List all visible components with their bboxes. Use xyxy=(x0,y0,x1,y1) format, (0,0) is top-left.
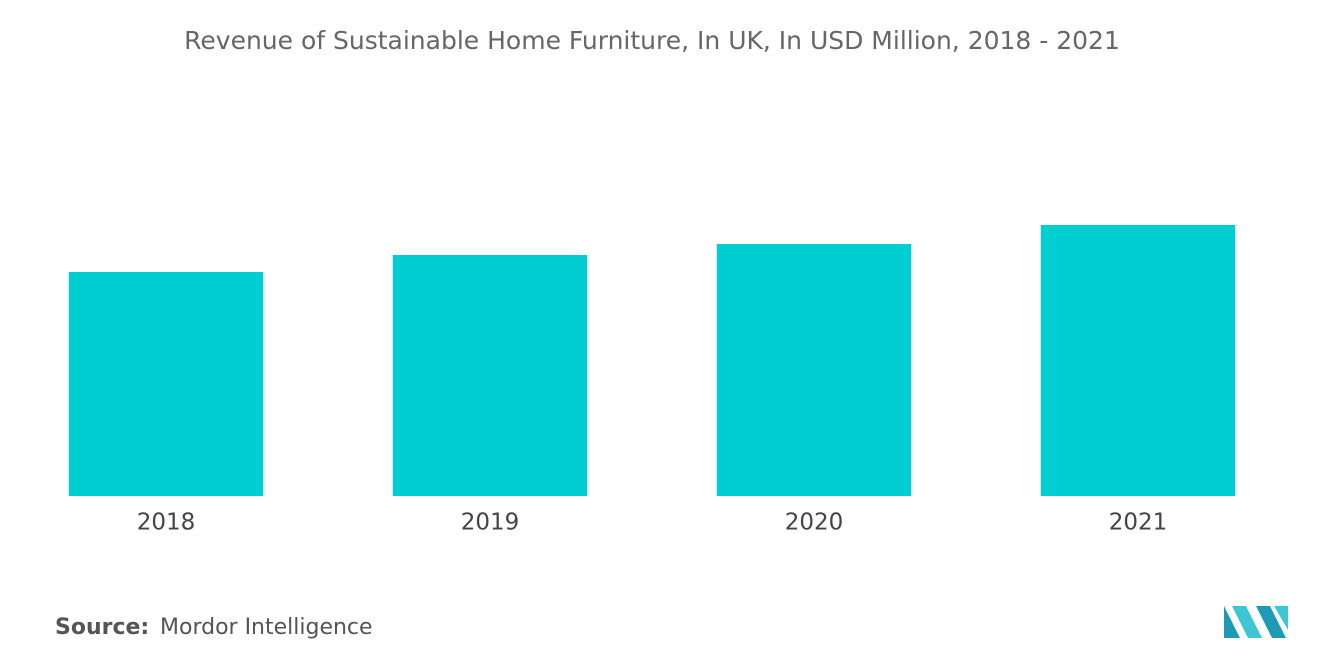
x-tick-label: 2018 xyxy=(137,510,196,536)
bar xyxy=(1040,225,1236,496)
x-tick-label: 2020 xyxy=(785,510,844,536)
source: Mordor Intelligence xyxy=(160,615,373,640)
bar xyxy=(716,244,912,496)
x-tick-label: 2021 xyxy=(1109,510,1168,536)
x-tick-label: 2019 xyxy=(461,510,520,536)
chart-title: Revenue of Sustainable Home Furniture, I… xyxy=(184,26,1120,55)
bar xyxy=(392,255,588,496)
source-label: Source: xyxy=(55,615,149,640)
logo xyxy=(1224,606,1288,638)
bar xyxy=(68,272,264,496)
